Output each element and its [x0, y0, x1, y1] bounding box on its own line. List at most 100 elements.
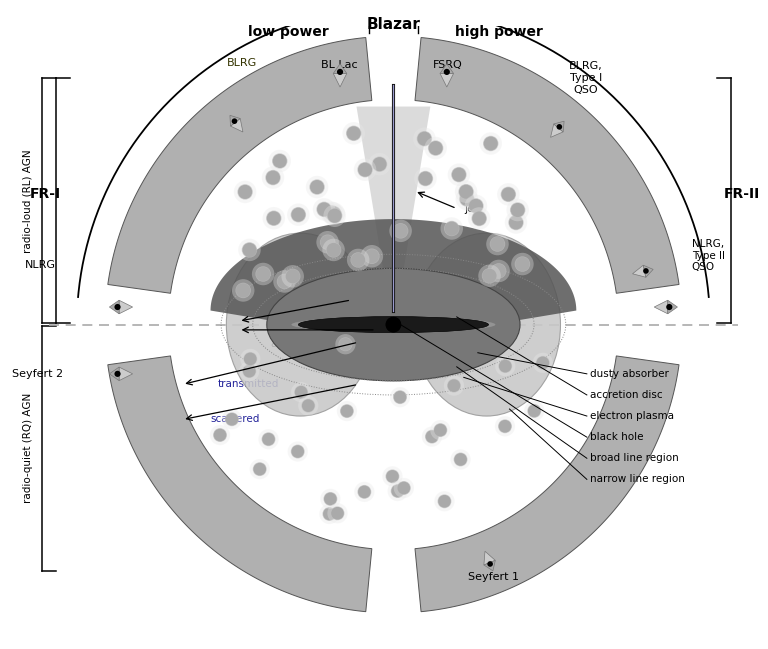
Polygon shape — [633, 265, 646, 277]
Circle shape — [336, 334, 356, 354]
Circle shape — [528, 404, 541, 417]
Circle shape — [430, 420, 451, 440]
Circle shape — [413, 127, 435, 150]
Circle shape — [240, 349, 260, 369]
Circle shape — [327, 503, 348, 523]
Polygon shape — [551, 124, 563, 138]
Circle shape — [328, 209, 342, 223]
Circle shape — [445, 221, 458, 236]
Text: BLRG,
Type I
QSO: BLRG, Type I QSO — [569, 62, 603, 95]
Polygon shape — [119, 300, 133, 314]
Circle shape — [272, 153, 287, 169]
Circle shape — [386, 470, 399, 483]
Circle shape — [351, 253, 366, 267]
Circle shape — [326, 206, 342, 221]
Circle shape — [222, 409, 242, 430]
Polygon shape — [333, 64, 347, 73]
Text: Seyfert 2: Seyfert 2 — [12, 369, 63, 379]
Circle shape — [262, 166, 284, 189]
Circle shape — [347, 249, 369, 271]
Circle shape — [501, 187, 516, 202]
Text: NLRG,
Type II
QSO: NLRG, Type II QSO — [691, 239, 724, 273]
Polygon shape — [654, 300, 667, 314]
Circle shape — [388, 481, 408, 501]
Text: narrow line region: narrow line region — [591, 474, 685, 484]
Text: BLRG: BLRG — [227, 58, 257, 67]
Circle shape — [250, 459, 270, 479]
Circle shape — [469, 199, 483, 213]
Circle shape — [386, 317, 401, 332]
Polygon shape — [415, 38, 679, 293]
Circle shape — [354, 482, 375, 502]
Circle shape — [310, 180, 324, 194]
Text: transmitted: transmitted — [217, 379, 279, 389]
Circle shape — [320, 201, 343, 224]
Circle shape — [389, 219, 412, 242]
Circle shape — [339, 338, 352, 350]
Circle shape — [382, 466, 402, 487]
Circle shape — [478, 265, 501, 287]
Circle shape — [465, 195, 487, 217]
Circle shape — [484, 136, 498, 151]
Circle shape — [213, 428, 227, 442]
Circle shape — [491, 237, 505, 251]
Ellipse shape — [316, 317, 471, 332]
Text: accretion disc: accretion disc — [591, 390, 663, 400]
Circle shape — [468, 198, 484, 214]
Circle shape — [393, 390, 407, 404]
Circle shape — [495, 356, 515, 376]
Circle shape — [294, 386, 308, 399]
Circle shape — [326, 242, 341, 258]
Circle shape — [505, 212, 528, 234]
Circle shape — [237, 184, 253, 200]
Circle shape — [451, 167, 467, 182]
Circle shape — [438, 495, 451, 508]
Circle shape — [226, 413, 238, 426]
Circle shape — [316, 202, 332, 217]
Text: reflected: reflected — [306, 285, 352, 295]
Circle shape — [233, 180, 257, 203]
Circle shape — [372, 156, 387, 172]
Ellipse shape — [227, 233, 374, 416]
Circle shape — [482, 269, 497, 283]
Polygon shape — [108, 38, 372, 293]
Circle shape — [298, 395, 319, 416]
Circle shape — [459, 185, 473, 199]
Circle shape — [323, 492, 337, 506]
Circle shape — [323, 202, 345, 225]
Polygon shape — [333, 73, 347, 87]
Circle shape — [291, 445, 305, 458]
Circle shape — [482, 268, 497, 284]
Text: FR-I: FR-I — [30, 188, 61, 201]
Circle shape — [262, 433, 275, 446]
Circle shape — [339, 337, 353, 351]
Polygon shape — [484, 560, 495, 571]
Circle shape — [398, 482, 410, 495]
Circle shape — [340, 404, 354, 418]
Circle shape — [291, 445, 304, 458]
Text: low power: low power — [247, 25, 328, 39]
Circle shape — [269, 150, 291, 172]
Circle shape — [323, 205, 339, 221]
Circle shape — [210, 425, 230, 445]
Circle shape — [232, 279, 254, 302]
Circle shape — [253, 462, 266, 476]
Polygon shape — [554, 121, 564, 132]
Circle shape — [393, 224, 408, 238]
Circle shape — [323, 507, 336, 521]
Circle shape — [451, 449, 471, 470]
Circle shape — [281, 265, 304, 288]
Circle shape — [323, 508, 336, 520]
Circle shape — [316, 231, 339, 254]
Circle shape — [236, 283, 251, 298]
Circle shape — [258, 429, 279, 449]
Circle shape — [491, 263, 506, 278]
Circle shape — [236, 284, 250, 297]
Circle shape — [497, 183, 520, 206]
Circle shape — [323, 239, 345, 261]
Circle shape — [310, 179, 325, 195]
Text: broad line region: broad line region — [591, 453, 679, 463]
Circle shape — [422, 426, 442, 447]
Circle shape — [515, 256, 530, 272]
Circle shape — [306, 176, 328, 199]
